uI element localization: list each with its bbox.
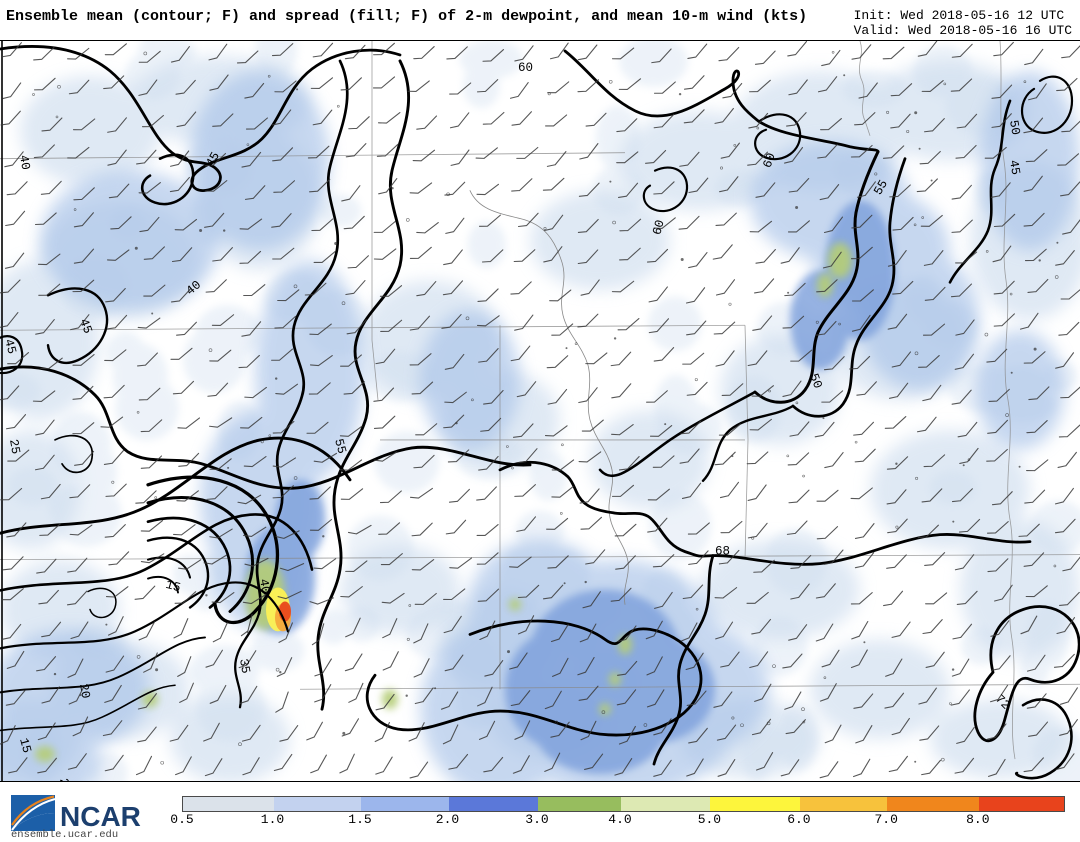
svg-text:40: 40: [256, 578, 272, 595]
svg-text:25: 25: [6, 438, 22, 455]
svg-text:45: 45: [1006, 159, 1022, 176]
svg-text:40: 40: [16, 154, 32, 171]
svg-text:35: 35: [236, 658, 252, 675]
svg-text:68: 68: [715, 545, 730, 559]
svg-text:15: 15: [164, 578, 182, 595]
svg-text:50: 50: [1006, 119, 1022, 136]
svg-text:ensemble.ucar.edu: ensemble.ucar.edu: [11, 829, 118, 838]
svg-text:NCAR: NCAR: [60, 801, 141, 832]
svg-text:20: 20: [76, 683, 92, 700]
svg-text:60: 60: [518, 61, 533, 75]
